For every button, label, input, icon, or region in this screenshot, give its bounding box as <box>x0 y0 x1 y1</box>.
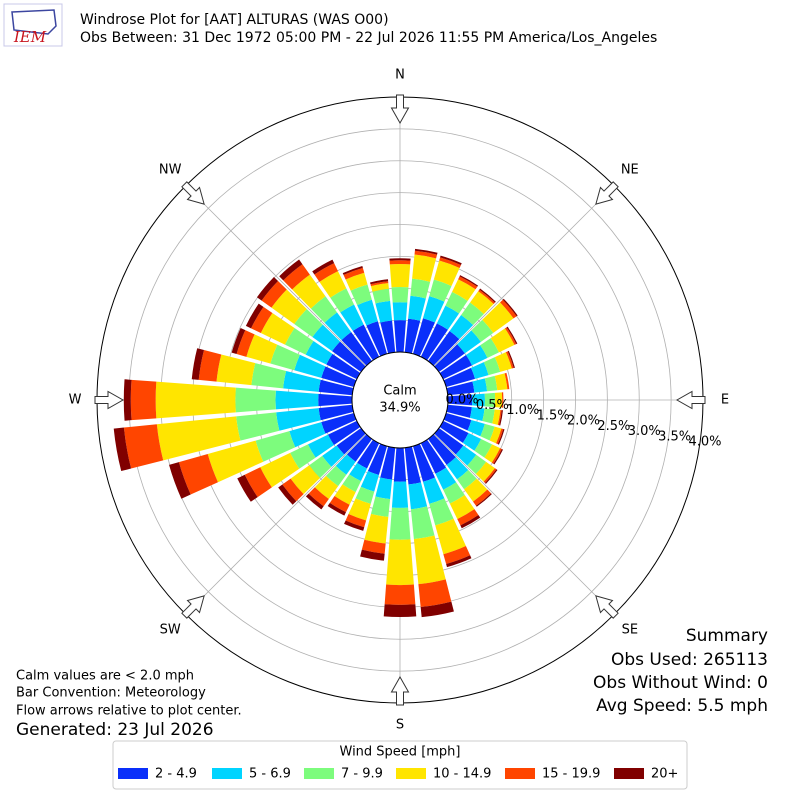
legend-label: 15 - 19.9 <box>542 767 600 782</box>
bar-segment <box>390 264 410 287</box>
legend-label: 20+ <box>651 767 678 782</box>
legend-label: 5 - 6.9 <box>249 767 291 782</box>
compass-label: E <box>721 393 729 408</box>
legend: Wind Speed [mph] 2 - 4.9 5 - 6.9 7 - 9.9 10… <box>113 741 687 789</box>
bar-segment <box>390 508 411 540</box>
legend-swatch <box>614 768 644 779</box>
bar-segment <box>371 497 390 517</box>
compass-label: NW <box>159 163 182 178</box>
compass-label: W <box>69 393 82 408</box>
polar-plot: Calm 34.9% 0.0%0.5%1.0%1.5%2.0%2.5%3.0%3.5… <box>69 68 730 733</box>
legend-swatch <box>396 768 426 779</box>
bar-segment <box>384 604 417 617</box>
bar-segment <box>410 279 430 299</box>
note: Flow arrows relative to plot center. <box>16 704 242 719</box>
radial-tick-label: 4.0% <box>688 435 721 450</box>
bar-segment <box>216 354 255 385</box>
bar-segment <box>393 302 408 320</box>
radial-tick-label: 3.0% <box>628 424 661 439</box>
calm-label: Calm <box>383 384 416 399</box>
flow-arrow <box>392 677 409 705</box>
legend-title: Wind Speed [mph] <box>340 745 461 760</box>
bar-segment <box>124 424 163 468</box>
flow-arrow <box>392 95 409 123</box>
flow-arrow <box>182 596 204 618</box>
bar-segment <box>386 539 414 585</box>
bar-segment <box>251 363 286 388</box>
legend-label: 2 - 4.9 <box>155 767 197 782</box>
summary-line: Avg Speed: 5.5 mph <box>596 696 768 716</box>
radial-tick-label: 2.0% <box>567 414 600 429</box>
chart-title: Windrose Plot for [AAT] ALTURAS (WAS O00… <box>80 12 389 28</box>
legend-swatch <box>118 768 148 779</box>
legend-swatch <box>505 768 535 779</box>
flow-arrow <box>95 392 123 409</box>
bar-segment <box>131 380 157 420</box>
note: Calm values are < 2.0 mph <box>16 669 194 684</box>
bar-segment <box>235 388 276 413</box>
legend-label: 10 - 14.9 <box>433 767 491 782</box>
generated-date: Generated: 23 Jul 2026 <box>16 720 214 740</box>
bar-segment <box>472 378 487 392</box>
compass-label: SE <box>622 622 638 637</box>
bar-segment <box>394 320 406 352</box>
bar-segment <box>318 394 352 406</box>
flow-arrow <box>596 596 618 618</box>
bar-segment <box>394 448 406 482</box>
flow-arrow <box>182 182 204 204</box>
compass-label: S <box>396 718 404 733</box>
radial-tick-label: 3.5% <box>658 429 691 444</box>
summary-title: Summary <box>686 626 768 646</box>
bar-segment <box>275 391 318 410</box>
compass-label: NE <box>621 163 639 178</box>
bar-segment <box>392 287 409 303</box>
flow-arrow <box>596 182 618 204</box>
bar-segment <box>364 514 388 544</box>
summary-line: Obs Used: 265113 <box>611 650 768 670</box>
radial-tick-label: 1.5% <box>537 408 570 423</box>
compass-label: N <box>395 68 405 83</box>
legend-label: 7 - 9.9 <box>341 767 383 782</box>
radial-tick-label: 2.5% <box>597 419 630 434</box>
chart-subtitle: Obs Between: 31 Dec 1972 05:00 PM - 22 J… <box>80 30 657 46</box>
bar-segment <box>156 382 236 419</box>
bar-segment <box>392 482 408 508</box>
bar-segment <box>411 506 435 539</box>
bar-segment <box>412 255 436 282</box>
logo-text: IEM <box>13 28 47 46</box>
legend-swatch <box>304 768 334 779</box>
bar-segment <box>375 477 392 499</box>
summary-line: Obs Without Wind: 0 <box>593 673 768 693</box>
radial-tick-label: 0.5% <box>476 398 509 413</box>
note: Bar Convention: Meteorology <box>16 686 206 701</box>
bar-segment <box>408 296 426 321</box>
logo: IEM <box>4 4 62 46</box>
compass-label: SW <box>160 622 181 637</box>
radial-tick-label: 1.0% <box>506 403 539 418</box>
bar-segment <box>390 260 411 264</box>
calm-value: 34.9% <box>379 401 420 416</box>
flow-arrow <box>677 392 705 409</box>
bar-segment <box>385 585 416 605</box>
legend-swatch <box>212 768 242 779</box>
radial-tick-label: 0.0% <box>445 393 478 408</box>
bar-segment <box>375 301 392 323</box>
bar-segment <box>124 379 132 420</box>
